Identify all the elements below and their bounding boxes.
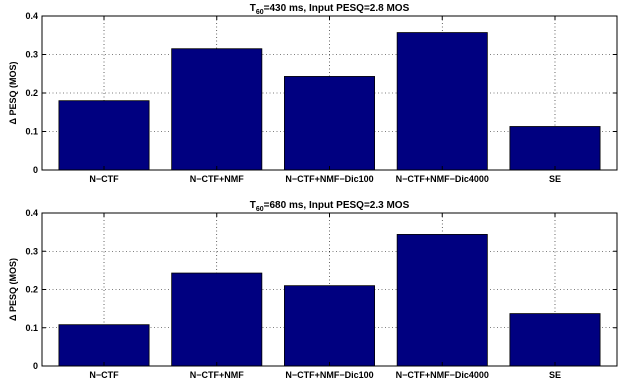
x-tick-label: N−CTF — [89, 370, 119, 380]
bar — [284, 76, 375, 171]
bar — [284, 285, 375, 367]
x-tick-label: N−CTF+NMF−Dic100 — [285, 174, 373, 184]
y-tick-label: 0.3 — [25, 246, 38, 256]
bar — [171, 272, 263, 367]
x-tick-label: SE — [549, 174, 561, 184]
y-tick-label: 0.2 — [25, 285, 38, 295]
y-axis-label: Δ PESQ (MOS) — [8, 258, 18, 321]
bar — [509, 313, 601, 367]
y-tick-label: 0 — [33, 361, 38, 371]
chart-panel-1: 0 0.1 0.2 0.3 0.4 N−CTF N−CTF+NMF N−CTF+NMF−Dic… — [8, 3, 618, 184]
bar — [58, 100, 150, 171]
x-tick-label: SE — [549, 370, 561, 380]
bar — [509, 126, 601, 171]
x-tick-label: N−CTF+NMF−Dic4000 — [396, 370, 489, 380]
chart-title: T60=430 ms, Input PESQ=2.8 MOS — [250, 3, 410, 16]
x-tick-label: N−CTF — [89, 174, 119, 184]
y-axis-label: Δ PESQ (MOS) — [8, 62, 18, 125]
bar — [171, 48, 263, 171]
x-tick-label: N−CTF+NMF — [190, 370, 245, 380]
bar — [396, 234, 488, 367]
y-tick-label: 0 — [33, 165, 38, 175]
bar — [58, 324, 150, 367]
chart-title: T60=680 ms, Input PESQ=2.3 MOS — [250, 200, 410, 213]
y-tick-label: 0.1 — [25, 127, 38, 137]
y-tick-label: 0.2 — [25, 88, 38, 98]
y-tick-label: 0.1 — [25, 323, 38, 333]
y-tick-label: 0.3 — [25, 50, 38, 60]
bar — [396, 32, 488, 171]
y-tick-label: 0.4 — [25, 208, 38, 218]
chart-panel-2: 0 0.1 0.2 0.3 0.4 N−CTF N−CTF+NMF N−CTF+NMF−Dic… — [8, 200, 618, 380]
x-tick-label: N−CTF+NMF−Dic4000 — [396, 174, 489, 184]
x-tick-label: N−CTF+NMF — [190, 174, 245, 184]
y-tick-label: 0.4 — [25, 11, 38, 21]
x-tick-label: N−CTF+NMF−Dic100 — [285, 370, 373, 380]
